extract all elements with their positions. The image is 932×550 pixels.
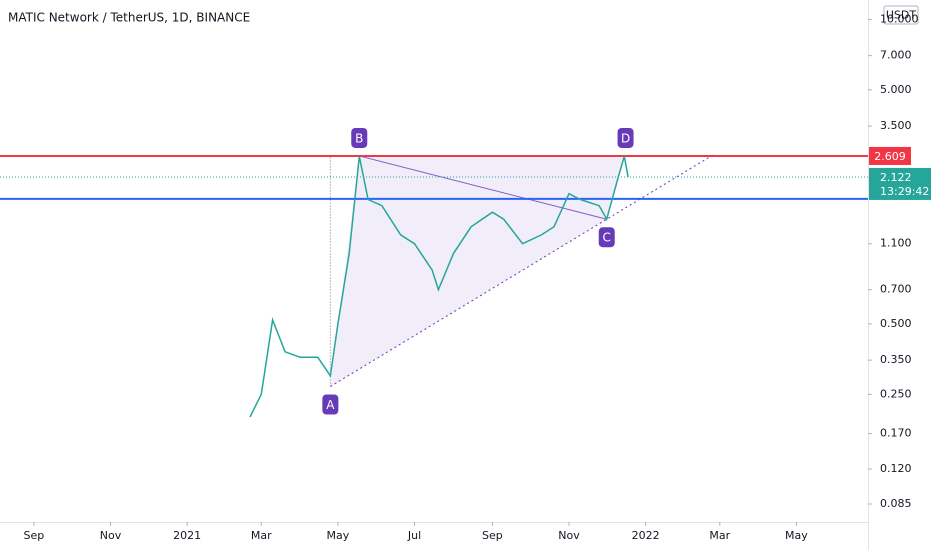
- pattern-label-box: [351, 127, 368, 148]
- y-tick-label: 3.500: [880, 119, 912, 132]
- price-tag-label: 2.609: [874, 150, 906, 163]
- x-tick-label: Mar: [709, 529, 730, 542]
- x-tick-label: Jul: [407, 529, 421, 542]
- currency-box[interactable]: [883, 5, 919, 25]
- pattern-label-box: [617, 127, 634, 148]
- price-tag: [869, 146, 911, 165]
- y-tick-label: 5.000: [880, 83, 912, 96]
- pattern-label: C: [603, 231, 611, 245]
- y-tick-label: 10.000: [880, 12, 919, 25]
- x-tick-label: May: [785, 529, 808, 542]
- x-tick-label: Nov: [558, 529, 580, 542]
- last-price-label: 2.122: [880, 171, 912, 184]
- y-tick-label: 0.085: [880, 497, 912, 510]
- x-tick-label: Nov: [100, 529, 122, 542]
- last-price-tag: [869, 167, 931, 200]
- y-tick-label: 0.350: [880, 353, 912, 366]
- x-tick-label: 2022: [632, 529, 660, 542]
- currency[interactable]: USDT: [886, 9, 917, 22]
- x-tick-label: Sep: [24, 529, 45, 542]
- pattern-label: A: [326, 398, 335, 412]
- pattern-area: [330, 155, 626, 387]
- chart-title: MATIC Network / TetherUS, 1D, BINANCE: [8, 11, 250, 25]
- x-tick-label: Sep: [482, 529, 503, 542]
- x-tick-label: Mar: [251, 529, 272, 542]
- price-line: [249, 156, 629, 418]
- pattern-side: [359, 155, 607, 220]
- x-tick-label: May: [327, 529, 350, 542]
- y-tick-label: 0.700: [880, 283, 912, 296]
- x-tick-label: 2021: [173, 529, 201, 542]
- y-tick-label: 0.250: [880, 387, 912, 400]
- pattern-label: D: [621, 131, 630, 145]
- pattern-label-box: [322, 394, 339, 415]
- y-tick-label: 1.100: [880, 237, 912, 250]
- countdown: 13:29:42: [880, 185, 929, 198]
- pattern-label-box: [598, 227, 615, 248]
- y-tick-label: 0.120: [880, 462, 912, 475]
- pattern-label: B: [355, 131, 363, 145]
- y-tick-label: 0.170: [880, 427, 912, 440]
- y-tick-label: 7.000: [880, 49, 912, 62]
- y-tick-label: 0.500: [880, 317, 912, 330]
